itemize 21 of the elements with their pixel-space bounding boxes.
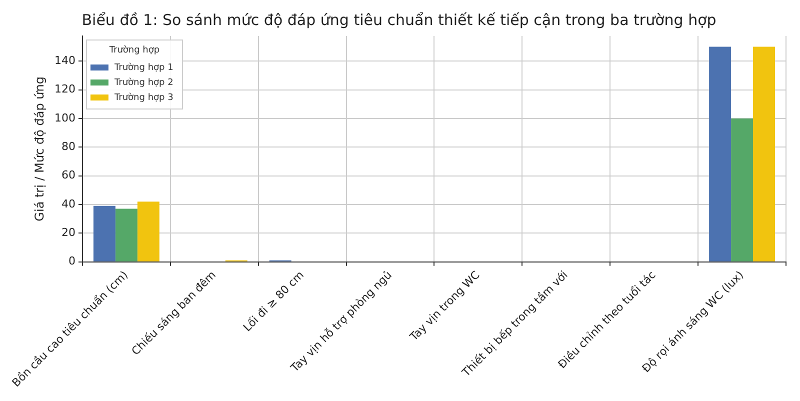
y-tick-label: 0 — [68, 254, 76, 268]
x-tick-label: Lối đi ≥ 80 cm — [240, 268, 306, 334]
legend-label: Trường hợp 2 — [113, 76, 174, 88]
chart-title: Biểu đồ 1: So sánh mức độ đáp ứng tiêu chuẩn thiết kế tiếp cận trong ba trường hợp — [82, 10, 716, 29]
bar — [709, 46, 732, 262]
bar — [753, 46, 776, 262]
y-tick-label: 40 — [61, 197, 76, 210]
y-tick-label: 80 — [61, 140, 76, 153]
legend-title: Trường hợp — [108, 44, 160, 56]
bar — [137, 202, 160, 262]
legend-label: Trường hợp 1 — [113, 62, 174, 73]
y-tick-label: 100 — [54, 111, 76, 124]
y-tick-label: 60 — [61, 168, 76, 182]
bar — [115, 208, 138, 262]
y-tick-label: 20 — [61, 226, 76, 240]
y-axis-title: Giá trị / Mức độ đáp ứng — [32, 76, 46, 222]
bar — [731, 118, 754, 262]
legend-label: Trường hợp 3 — [113, 92, 174, 103]
y-tick-label: 140 — [54, 54, 76, 67]
y-tick-label: 120 — [54, 82, 76, 96]
bar — [93, 206, 116, 262]
